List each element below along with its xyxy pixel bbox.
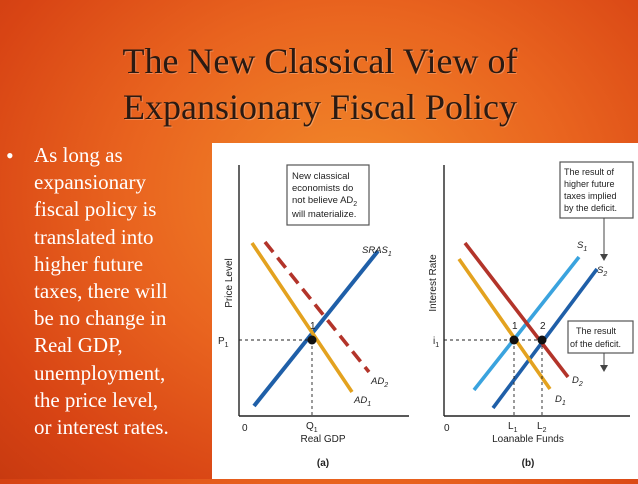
- panel-a-point-label: 1: [310, 321, 316, 332]
- panel-a-note-line-2: economists do: [292, 183, 353, 194]
- panel-b-note-top-line-2: higher future: [564, 179, 615, 189]
- panel-a-origin: 0: [242, 423, 248, 434]
- panel-b-x-label: Loanable Funds: [492, 434, 564, 445]
- bullet-line: the price level,: [34, 387, 159, 412]
- l1-label: L1: [508, 421, 518, 434]
- ad1-label: AD1: [353, 395, 371, 408]
- s2-label: S2: [597, 265, 607, 278]
- panel-a-equilibrium-point: [307, 335, 317, 345]
- panel-b-point-2: [537, 335, 547, 345]
- q1-label: Q1: [306, 421, 318, 434]
- d1-label: D1: [555, 394, 566, 407]
- panel-b-note-top-line-3: taxes implied: [564, 191, 617, 201]
- panel-b-note-right-box: [567, 320, 634, 354]
- panel-a-note-line-4: will materialize.: [291, 209, 356, 220]
- bullet-line: taxes, there will: [34, 279, 168, 304]
- panel-a-note-box: [286, 164, 370, 226]
- sras1-curve: [252, 249, 380, 408]
- panel-a-note-line-1: New classical: [292, 171, 350, 182]
- bullet-line: fiscal policy is: [34, 197, 157, 222]
- panel-b-note-top-line-1: The result of: [564, 167, 615, 177]
- bullet-line: As long as: [34, 143, 123, 167]
- d2-curve: [463, 241, 570, 379]
- panel-b-origin: 0: [444, 423, 450, 434]
- panel-a-caption: (a): [317, 458, 329, 469]
- p1-label: P1: [218, 336, 229, 349]
- panel-a-y-label: Price Level: [224, 258, 235, 307]
- panel-b-note-top-box: [559, 161, 634, 219]
- panel-b-point-1: [509, 335, 519, 345]
- ad2-curve: [263, 240, 371, 374]
- panel-b-note-right-line-2: of the deficit.: [570, 339, 621, 349]
- bullet-line: be no change in: [34, 306, 167, 331]
- s1-label: S1: [577, 240, 587, 253]
- panel-b-caption: (b): [522, 458, 535, 469]
- bullet-line: or interest rates.: [34, 415, 169, 440]
- slide-title: The New Classical View of Expansionary F…: [60, 38, 580, 130]
- i1-label: i1: [433, 336, 439, 349]
- bullet-line: Real GDP,: [34, 333, 123, 358]
- panel-b-point-1-label: 1: [512, 321, 518, 332]
- bullet-list: • As long as expansionary fiscal policy …: [6, 142, 211, 441]
- economics-figure: Price Level Real GDP 0 (a) 1 P1 Q1 SRAS1…: [212, 143, 638, 479]
- sras1-label: SRAS1: [362, 245, 392, 258]
- panel-b-note-top-line-4: by the deficit.: [564, 203, 617, 213]
- bullet-line: translated into: [34, 224, 154, 249]
- panel-b-y-label: Interest Rate: [428, 254, 439, 312]
- panel-b-note-right-line-1: The result: [576, 326, 617, 336]
- panel-a-x-label: Real GDP: [300, 434, 345, 445]
- bullet-line: expansionary: [34, 170, 146, 195]
- bullet-line: higher future: [34, 251, 144, 276]
- bullet-text: As long as expansionary fiscal policy is…: [34, 142, 211, 441]
- title-line-2: Expansionary Fiscal Policy: [123, 87, 517, 127]
- panel-b: Interest Rate Loanable Funds 0 (b) 1 2 i…: [428, 161, 634, 469]
- ad1-curve: [250, 241, 354, 394]
- l2-label: L2: [537, 421, 547, 434]
- panel-a: Price Level Real GDP 0 (a) 1 P1 Q1 SRAS1…: [218, 164, 409, 469]
- figure-svg: Price Level Real GDP 0 (a) 1 P1 Q1 SRAS1…: [218, 161, 634, 469]
- title-line-1: The New Classical View of: [122, 41, 518, 81]
- panel-a-note-line-3: not believe AD2: [292, 195, 357, 208]
- d1-curve: [457, 257, 552, 391]
- bullet-line: unemployment,: [34, 360, 166, 385]
- ad2-label: AD2: [370, 376, 388, 389]
- bullet-dot-icon: •: [6, 143, 14, 168]
- d2-label: D2: [572, 375, 583, 388]
- panel-b-point-2-label: 2: [540, 321, 546, 332]
